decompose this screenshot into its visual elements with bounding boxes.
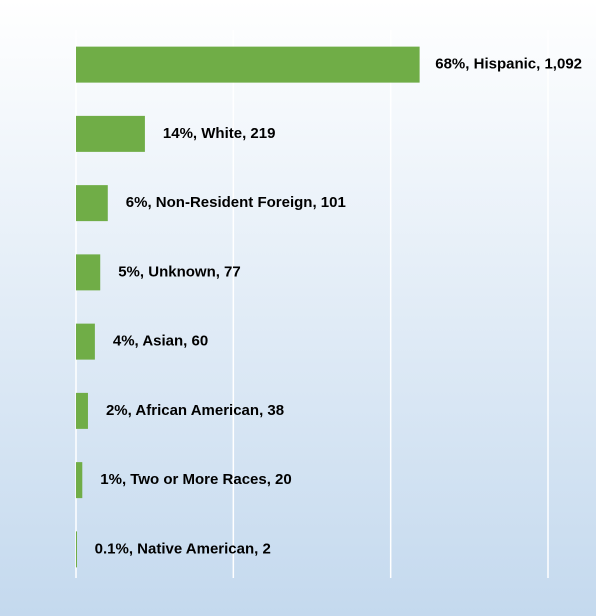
data-label: 5%, Unknown, 77 bbox=[118, 263, 241, 280]
bar bbox=[76, 392, 88, 429]
bar bbox=[76, 254, 101, 291]
bar bbox=[76, 323, 95, 360]
data-label: 0.1%, Native American, 2 bbox=[95, 540, 271, 557]
bar bbox=[76, 185, 108, 222]
bar bbox=[76, 531, 77, 568]
data-label: 1%, Two or More Races, 20 bbox=[100, 471, 291, 488]
data-label: 68%, Hispanic, 1,092 bbox=[435, 56, 582, 73]
data-label: 14%, White, 219 bbox=[163, 125, 276, 142]
bar bbox=[76, 115, 145, 152]
data-label: 6%, Non-Resident Foreign, 101 bbox=[126, 194, 346, 211]
data-label: 4%, Asian, 60 bbox=[113, 333, 208, 350]
bar bbox=[76, 462, 83, 499]
data-label: 2%, African American, 38 bbox=[106, 402, 284, 419]
bar bbox=[76, 46, 420, 83]
